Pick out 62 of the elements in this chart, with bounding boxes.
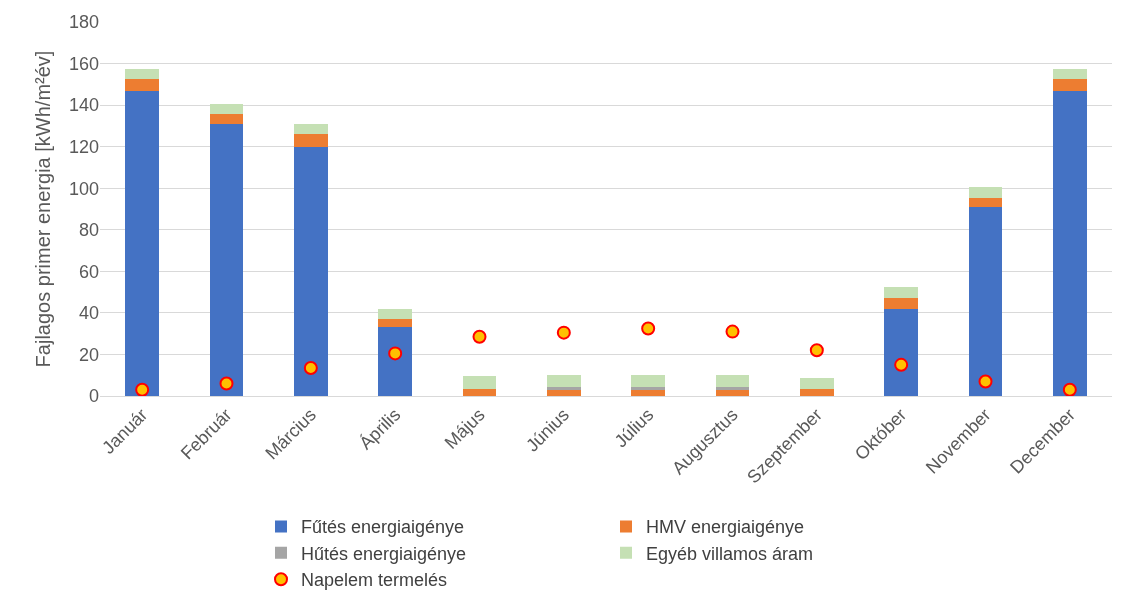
bar xyxy=(378,319,413,328)
y-tick-label: 160 xyxy=(68,53,99,74)
y-tick-label: 60 xyxy=(78,261,99,282)
bar xyxy=(546,389,581,396)
point xyxy=(641,321,656,336)
bar xyxy=(125,68,160,80)
legend-label: Egyéb villamos áram xyxy=(646,543,814,564)
bar xyxy=(462,376,497,389)
bar xyxy=(209,104,244,115)
legend-label: Fűtés energiaigénye xyxy=(301,517,465,538)
bar xyxy=(715,375,750,387)
bar xyxy=(715,389,750,396)
bar xyxy=(209,123,244,396)
bar xyxy=(293,134,328,147)
bar xyxy=(378,327,413,396)
bar xyxy=(125,79,160,91)
bar xyxy=(1052,68,1087,80)
bar xyxy=(799,388,834,396)
legend-label: Hűtés energiaigénye xyxy=(301,543,467,564)
y-tick-label: 120 xyxy=(68,136,99,157)
y-tick-label: 20 xyxy=(78,344,99,365)
point xyxy=(978,374,993,389)
point xyxy=(894,357,909,372)
bar xyxy=(1052,79,1087,91)
bar xyxy=(378,308,413,320)
point xyxy=(303,360,318,375)
y-axis-title: Fajlagos primer energia [kWh/m²év] xyxy=(32,50,54,368)
bar xyxy=(631,389,666,396)
y-tick-label: 80 xyxy=(78,220,99,241)
bar xyxy=(462,388,497,396)
legend-label: Napelem termelés xyxy=(301,570,448,591)
y-tick-label: 40 xyxy=(78,303,99,324)
y-tick-label: 100 xyxy=(68,178,99,199)
bar xyxy=(884,298,919,309)
point xyxy=(809,343,824,358)
bar xyxy=(884,308,919,396)
bar xyxy=(293,146,328,396)
point xyxy=(472,329,487,344)
bar xyxy=(125,90,160,396)
legend-label: HMV energiaigénye xyxy=(646,517,805,538)
y-tick-label: 140 xyxy=(68,95,99,116)
point xyxy=(556,325,571,340)
bar xyxy=(1052,90,1087,396)
point xyxy=(725,324,740,339)
bar xyxy=(631,375,666,387)
bar xyxy=(799,378,834,389)
bar xyxy=(968,187,1003,198)
bar xyxy=(968,206,1003,396)
bar xyxy=(884,286,919,299)
point xyxy=(1062,382,1077,396)
point xyxy=(388,346,403,361)
bar xyxy=(715,386,750,390)
point xyxy=(135,382,150,396)
bar xyxy=(293,123,328,135)
bar xyxy=(546,386,581,390)
bar xyxy=(546,375,581,387)
y-tick-label: 0 xyxy=(88,386,99,407)
bar xyxy=(209,114,244,124)
bar xyxy=(631,386,666,390)
y-tick-label: 180 xyxy=(68,12,99,33)
point xyxy=(219,376,234,391)
bar xyxy=(968,197,1003,207)
